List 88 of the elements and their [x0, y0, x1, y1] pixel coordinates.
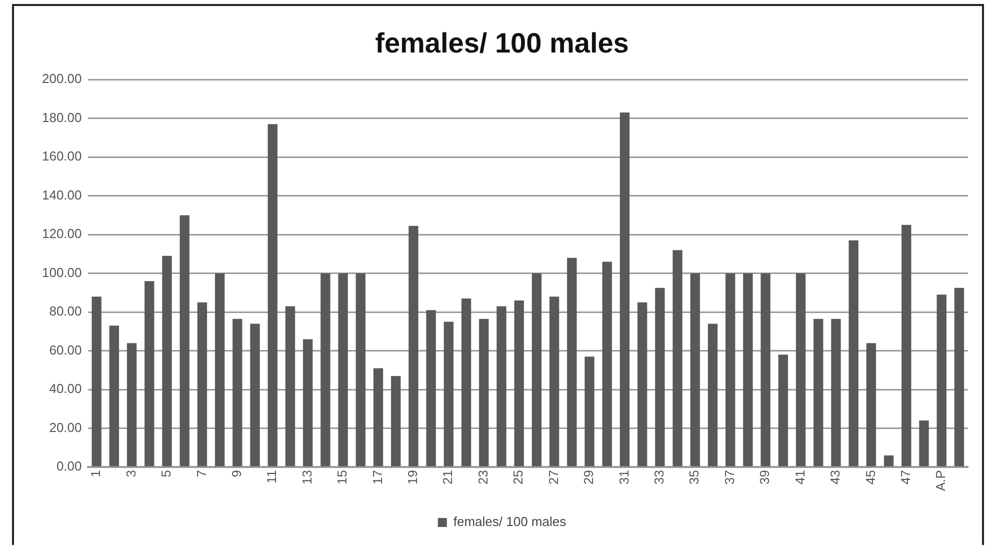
bar [391, 376, 401, 466]
bar [936, 294, 946, 466]
bar [302, 339, 313, 466]
bar [356, 273, 366, 466]
bar [602, 262, 612, 466]
x-tick-label: 41 [792, 470, 808, 485]
bar [919, 420, 929, 466]
y-tick-label: 200.00 [42, 71, 82, 86]
bar [514, 300, 524, 466]
bar [285, 306, 296, 466]
bar [444, 322, 454, 466]
bar [532, 273, 542, 466]
y-tick-label: 180.00 [42, 110, 82, 125]
x-tick-label: 9 [228, 470, 244, 478]
bar [144, 281, 154, 466]
bar [655, 288, 665, 466]
x-tick-label: 45 [862, 470, 878, 485]
x-tick-label: 35 [686, 470, 702, 485]
bar [567, 258, 577, 466]
bar [814, 318, 824, 466]
x-tick-label: 33 [651, 470, 666, 485]
bar [620, 112, 630, 466]
x-tick-label: 31 [616, 470, 632, 485]
bar [214, 273, 225, 466]
x-tick-label: 29 [581, 470, 596, 485]
x-tick-label: 7 [194, 470, 209, 478]
bar [796, 273, 806, 466]
x-tick-label: 23 [475, 470, 490, 485]
x-tick-label: 25 [510, 470, 526, 485]
x-tick-label: 15 [334, 470, 350, 485]
bar [884, 455, 894, 466]
bar [778, 354, 788, 466]
x-tick-label: 39 [757, 470, 772, 485]
x-tick-label: A.P [933, 470, 948, 492]
bar [320, 273, 330, 466]
x-tick-label: 27 [546, 470, 561, 485]
bar [954, 288, 964, 466]
y-tick-label: 60.00 [49, 342, 82, 358]
bar [831, 318, 841, 466]
bar [848, 240, 858, 466]
bar [373, 368, 384, 466]
x-tick-label: 17 [370, 470, 385, 485]
bar [866, 343, 876, 466]
bar [549, 296, 560, 466]
y-tick-label: 20.00 [49, 420, 82, 435]
bar [162, 256, 172, 466]
bar [708, 324, 718, 466]
bar [637, 302, 648, 466]
bar [250, 324, 260, 466]
y-tick-label: 120.00 [42, 226, 82, 242]
x-tick-label: 37 [722, 470, 737, 485]
bar [197, 302, 208, 466]
bar [461, 298, 472, 466]
bar [268, 124, 278, 466]
y-tick-label: 0.00 [56, 458, 82, 474]
x-tick-label: 1 [88, 470, 104, 478]
bar [743, 273, 753, 466]
bar [126, 343, 137, 466]
x-tick-label: 3 [123, 470, 138, 478]
x-tick-label: 11 [264, 470, 280, 484]
y-tick-label: 160.00 [42, 148, 82, 164]
x-tick-label: 13 [299, 470, 314, 485]
x-tick-label: 5 [158, 470, 174, 478]
bar [584, 356, 594, 466]
bar [760, 273, 770, 466]
bar [902, 224, 912, 466]
y-tick-label: 140.00 [42, 187, 82, 202]
x-tick-label: 19 [405, 470, 420, 485]
bar [109, 326, 120, 466]
bar [479, 318, 489, 466]
bar [338, 273, 348, 466]
y-tick-label: 40.00 [49, 381, 82, 396]
y-tick-label: 100.00 [42, 264, 82, 280]
x-tick-label: 47 [898, 470, 913, 485]
y-tick-label: 80.00 [49, 304, 82, 319]
bar [725, 273, 736, 466]
x-tick-label: 21 [440, 470, 456, 485]
bar [672, 250, 682, 466]
legend-label: females/ 100 males [453, 514, 567, 530]
chart-title: females/ 100 males [375, 28, 629, 59]
x-tick-label: 43 [828, 470, 843, 485]
bar [496, 306, 506, 466]
bar [408, 226, 418, 466]
bar [180, 215, 190, 466]
bar [92, 296, 102, 466]
bar [426, 310, 436, 466]
bar [690, 273, 700, 466]
bar [232, 318, 242, 466]
